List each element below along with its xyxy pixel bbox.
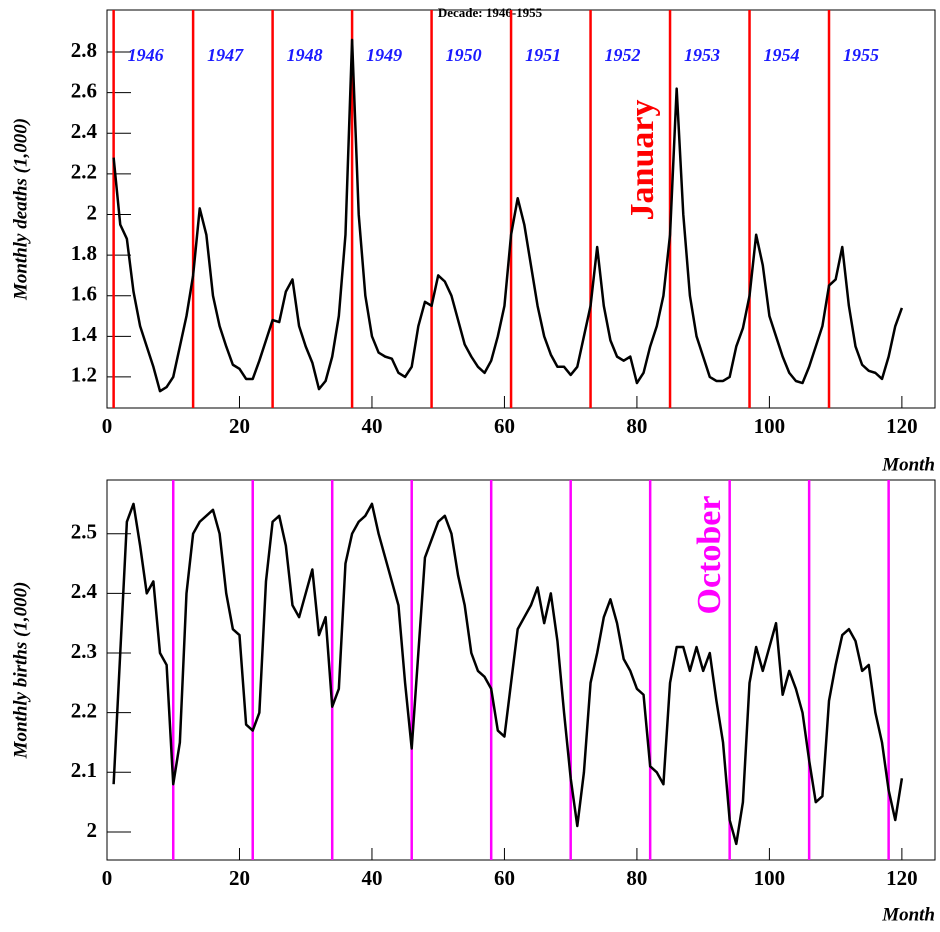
y-tick-label: 2.4 [71, 579, 98, 603]
x-tick-label: 100 [754, 866, 786, 890]
year-label: 1950 [446, 45, 482, 65]
data-line [112, 502, 904, 846]
year-label: 1951 [525, 45, 561, 65]
x-tick-label: 0 [102, 866, 113, 890]
y-tick-label: 2.4 [71, 119, 98, 143]
y-tick-label: 2 [87, 818, 98, 842]
year-label: 1948 [287, 45, 323, 65]
x-tick-label: 120 [886, 866, 918, 890]
x-axis-title: Month [881, 904, 935, 925]
year-label: 1946 [128, 45, 164, 65]
year-label: 1952 [605, 45, 641, 65]
y-axis-title: Monthly deaths (1,000) [10, 118, 31, 301]
y-axis-title: Monthly births (1,000) [10, 582, 31, 760]
year-label: 1953 [684, 45, 720, 65]
year-label: 1947 [207, 45, 244, 65]
annotation: October [691, 496, 728, 615]
y-tick-label: 2.2 [71, 698, 97, 722]
y-tick-label: 1.6 [71, 282, 97, 306]
year-label: 1954 [764, 45, 800, 65]
year-label: 1955 [843, 45, 879, 65]
y-tick-label: 2.3 [71, 639, 97, 663]
x-tick-label: 80 [626, 866, 647, 890]
x-tick-label: 100 [754, 414, 786, 438]
x-tick-label: 60 [494, 414, 515, 438]
x-tick-label: 40 [361, 866, 382, 890]
annotation: January [624, 100, 661, 221]
x-tick-label: 0 [102, 414, 113, 438]
y-tick-label: 1.2 [71, 363, 97, 387]
x-tick-label: 20 [229, 414, 250, 438]
plot-frame [106, 479, 936, 861]
y-tick-label: 2 [87, 200, 98, 224]
year-label: 1949 [366, 45, 402, 65]
y-tick-label: 2.2 [71, 160, 97, 184]
x-tick-label: 120 [886, 414, 918, 438]
y-tick-label: 2.6 [71, 78, 97, 102]
x-axis-title: Month [881, 454, 935, 475]
data-line [112, 38, 904, 393]
plot-frame [106, 9, 936, 409]
y-tick-label: 2.8 [71, 38, 97, 62]
y-tick-label: 1.4 [71, 322, 98, 346]
chart-title: Decade: 1946-1955 [438, 5, 543, 20]
y-tick-label: 2.5 [71, 520, 97, 544]
y-tick-label: 2.1 [71, 758, 97, 782]
x-tick-label: 20 [229, 866, 250, 890]
y-tick-label: 1.8 [71, 241, 97, 265]
x-tick-label: 40 [361, 414, 382, 438]
x-tick-label: 60 [494, 866, 515, 890]
x-tick-label: 80 [626, 414, 647, 438]
